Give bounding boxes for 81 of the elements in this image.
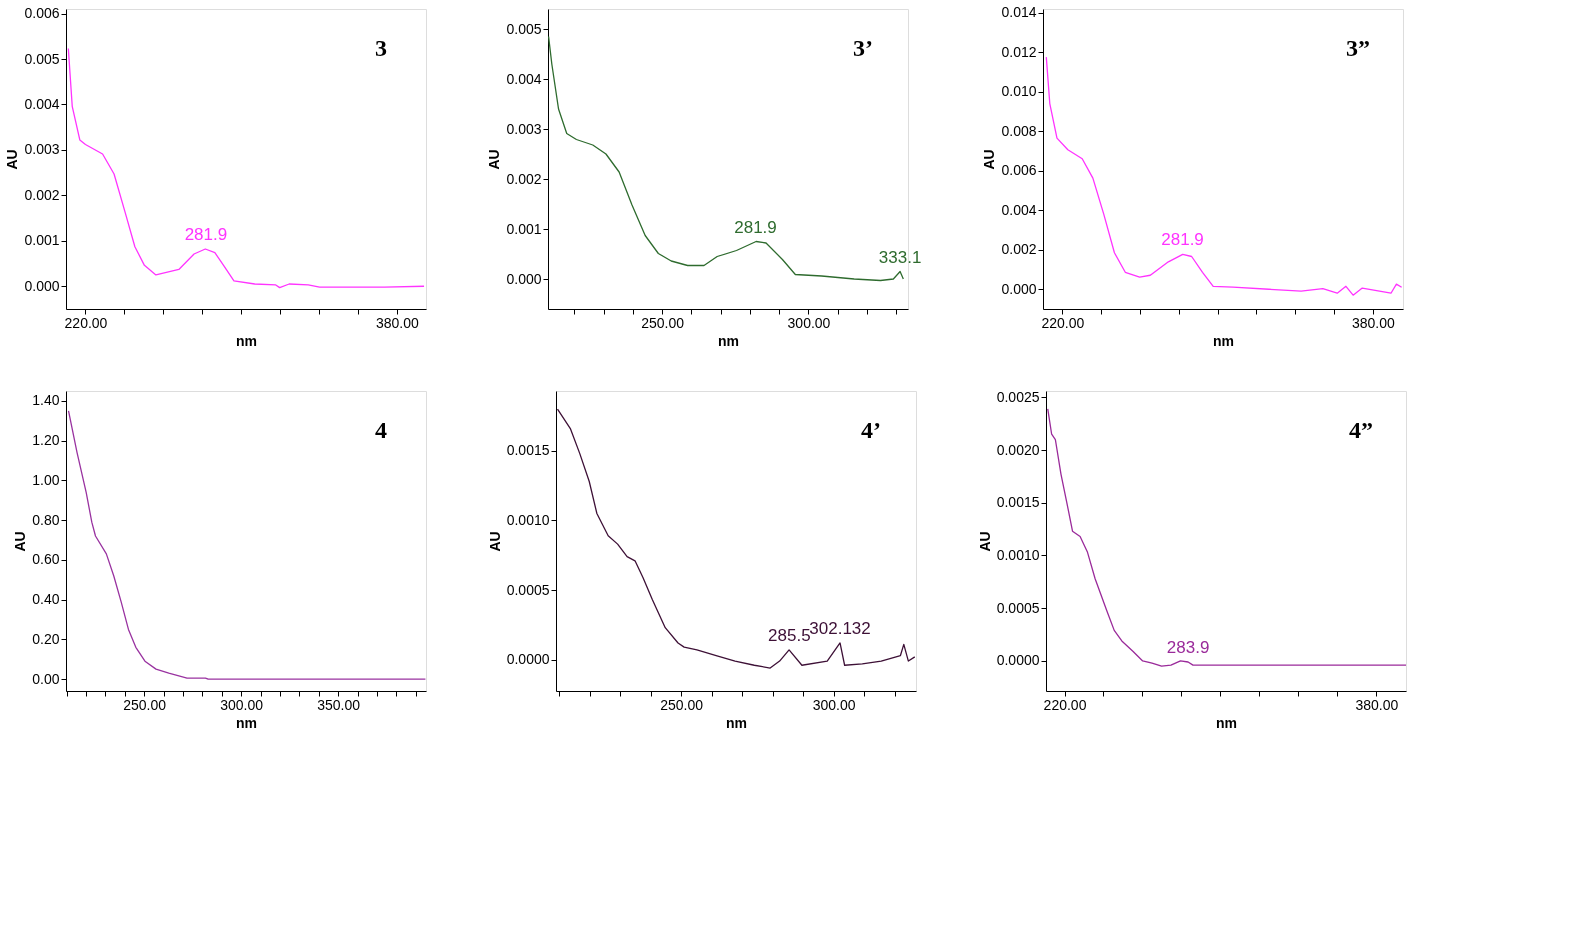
line-series <box>1047 408 1407 667</box>
text: 3’ <box>853 35 873 61</box>
line-series <box>556 408 916 669</box>
y-tick-label: 0.001 <box>24 232 60 249</box>
text: 4 <box>375 417 387 443</box>
x-tick-label: 380.00 <box>1352 314 1396 331</box>
y-tick-label: 0.001 <box>506 220 542 237</box>
y-axis-title: AU <box>976 531 993 552</box>
y-axis-title: AU <box>981 149 998 170</box>
text: 3 <box>375 35 387 61</box>
y-axis-title: AU <box>486 531 503 552</box>
y-tick-label: 0.004 <box>506 70 542 87</box>
x-tick-label: 220.00 <box>64 314 108 331</box>
annotation: 281.9 <box>1161 230 1204 250</box>
x-axis-title: nm <box>1213 332 1234 349</box>
x-axis-title: nm <box>236 714 257 731</box>
x-axis-title: nm <box>1216 714 1237 731</box>
annotation: 283.9 <box>1166 638 1210 657</box>
y-tick-label: 0.0010 <box>506 511 550 528</box>
x-axis-title: nm <box>718 332 739 349</box>
y-tick-label: 0.014 <box>1001 4 1037 21</box>
y-tick-label: 0.0010 <box>996 547 1040 563</box>
x-tick-label: 350.00 <box>317 696 361 713</box>
y-tick-label: 0.0000 <box>996 652 1040 669</box>
annotation: 333.1 <box>878 247 922 267</box>
y-tick-label: 0.000 <box>506 270 542 287</box>
line-series <box>1045 56 1403 296</box>
y-tick-label: 0.20 <box>32 630 60 647</box>
x-tick-label: 300.00 <box>787 314 831 331</box>
text: 3” <box>1346 35 1370 61</box>
x-tick-label: 220.00 <box>1041 314 1085 331</box>
text: 4” <box>1349 417 1373 443</box>
y-axis-title: AU <box>12 531 29 552</box>
y-tick-label: 0.0025 <box>996 388 1040 405</box>
x-tick-label: 250.00 <box>641 314 685 331</box>
x-tick-label: 300.00 <box>220 696 264 713</box>
annotation: 302.132 <box>809 618 871 638</box>
y-tick-label: 1.00 <box>32 471 60 488</box>
y-tick-label: 0.006 <box>1001 162 1037 179</box>
y-tick-label: 0.012 <box>1001 43 1037 60</box>
y-tick-label: 0.004 <box>1001 201 1037 218</box>
annotation: 285.5 <box>768 625 811 645</box>
x-tick-label: 380.00 <box>1355 696 1399 713</box>
y-tick-label: 0.010 <box>1001 83 1037 100</box>
x-axis-title: nm <box>726 714 747 731</box>
y-tick-label: 0.000 <box>1001 280 1037 297</box>
y-tick-label: 0.004 <box>24 95 60 112</box>
y-tick-label: 0.0015 <box>996 494 1040 511</box>
y-tick-label: 0.002 <box>1001 241 1037 258</box>
y-tick-label: 1.20 <box>32 432 60 449</box>
x-axis-title: nm <box>236 332 257 349</box>
y-tick-label: 0.005 <box>506 20 542 37</box>
x-tick-label: 300.00 <box>812 696 856 713</box>
y-tick-label: 0.0005 <box>996 599 1040 616</box>
y-tick-label: 0.40 <box>32 591 60 608</box>
line-series <box>67 410 427 680</box>
y-tick-label: 0.60 <box>32 551 60 568</box>
y-tick-label: 0.80 <box>32 511 60 528</box>
y-tick-label: 1.40 <box>32 392 60 409</box>
annotation: 281.9 <box>184 225 228 244</box>
text: 4’ <box>861 417 881 443</box>
y-axis-title: AU <box>486 149 503 170</box>
y-tick-label: 0.003 <box>506 120 542 137</box>
y-tick-label: 0.0005 <box>506 581 550 598</box>
x-tick-label: 220.00 <box>1043 696 1087 713</box>
y-tick-label: 0.002 <box>506 170 542 187</box>
y-tick-label: 0.002 <box>24 186 60 203</box>
y-tick-label: 0.00 <box>32 670 60 687</box>
y-tick-label: 0.000 <box>24 277 60 294</box>
y-tick-label: 0.003 <box>24 141 60 158</box>
y-axis-title: AU <box>4 149 21 170</box>
y-tick-label: 0.005 <box>24 50 60 67</box>
y-tick-label: 0.008 <box>1001 122 1037 139</box>
x-tick-label: 250.00 <box>123 696 167 713</box>
y-tick-label: 0.006 <box>24 5 60 22</box>
x-tick-label: 380.00 <box>375 314 419 331</box>
annotation: 281.9 <box>734 217 777 237</box>
y-tick-label: 0.0015 <box>506 442 550 459</box>
x-tick-label: 250.00 <box>660 696 704 713</box>
y-tick-label: 0.0020 <box>996 441 1040 458</box>
y-tick-label: 0.0000 <box>506 651 550 668</box>
